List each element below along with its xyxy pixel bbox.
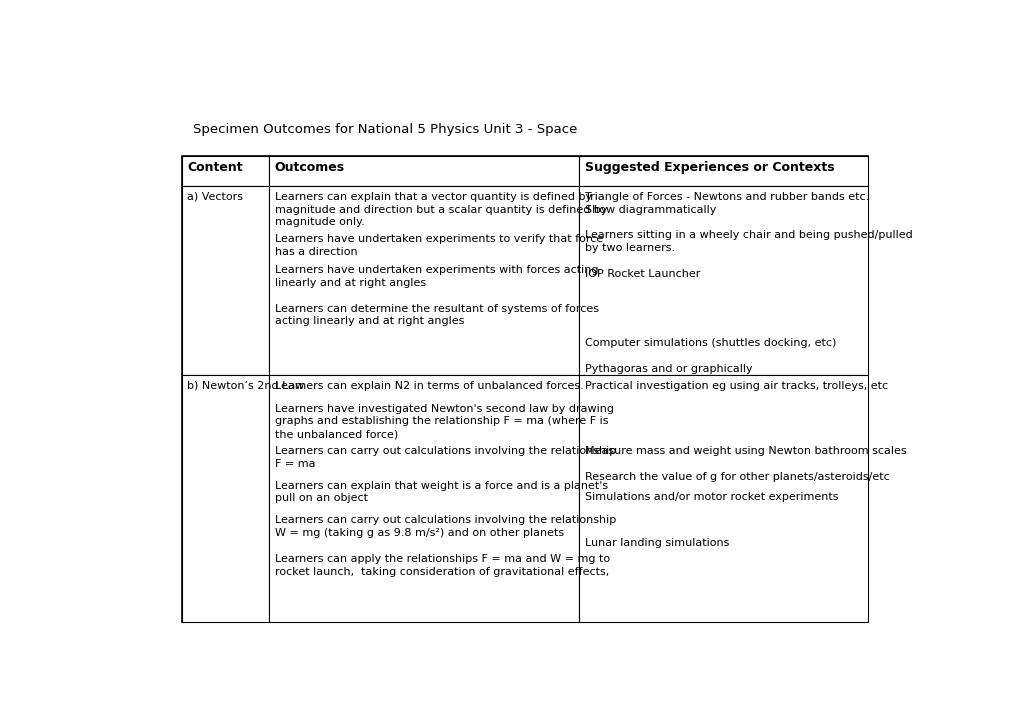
- Text: Learners can explain N2 in terms of unbalanced forces.: Learners can explain N2 in terms of unba…: [274, 381, 583, 390]
- Text: Learners can apply the relationships F = ma and W = mg to
rocket launch,  taking: Learners can apply the relationships F =…: [274, 554, 609, 577]
- Bar: [579, 375, 867, 621]
- Text: Learners can carry out calculations involving the relationship
F = ma: Learners can carry out calculations invo…: [274, 446, 615, 469]
- Bar: [579, 186, 867, 375]
- Text: Computer simulations (shuttles docking, etc)

Pythagoras and or graphically: Computer simulations (shuttles docking, …: [584, 338, 836, 374]
- Text: Learners can determine the resultant of systems of forces
acting linearly and at: Learners can determine the resultant of …: [274, 304, 598, 326]
- Text: Learners can explain that weight is a force and is a planet's
pull on an object: Learners can explain that weight is a fo…: [274, 481, 607, 503]
- Text: Learners have undertaken experiments to verify that force
has a direction: Learners have undertaken experiments to …: [274, 234, 602, 257]
- Bar: [181, 156, 269, 186]
- Text: Content: Content: [187, 161, 243, 174]
- Text: b) Newton’s 2nd Law: b) Newton’s 2nd Law: [187, 381, 305, 390]
- Text: Lunar landing simulations: Lunar landing simulations: [584, 539, 729, 549]
- Text: Suggested Experiences or Contexts: Suggested Experiences or Contexts: [584, 161, 834, 174]
- Text: Simulations and/or motor rocket experiments: Simulations and/or motor rocket experime…: [584, 492, 838, 502]
- Text: Learners have undertaken experiments with forces acting
linearly and at right an: Learners have undertaken experiments wit…: [274, 265, 598, 288]
- Bar: [269, 156, 579, 186]
- Text: Specimen Outcomes for National 5 Physics Unit 3 - Space: Specimen Outcomes for National 5 Physics…: [194, 122, 577, 135]
- Bar: [269, 375, 579, 621]
- Text: Learners have investigated Newton's second law by drawing
graphs and establishin: Learners have investigated Newton's seco…: [274, 404, 613, 439]
- Text: a) Vectors: a) Vectors: [187, 192, 243, 202]
- Bar: [181, 186, 269, 375]
- Text: Outcomes: Outcomes: [274, 161, 344, 174]
- Bar: [181, 156, 867, 621]
- Text: Learners can explain that a vector quantity is defined by
magnitude and directio: Learners can explain that a vector quant…: [274, 192, 606, 228]
- Text: Practical investigation eg using air tracks, trolleys, etc: Practical investigation eg using air tra…: [584, 381, 887, 390]
- Bar: [181, 375, 269, 621]
- Bar: [269, 186, 579, 375]
- Text: Triangle of Forces - Newtons and rubber bands etc.
Show diagrammatically

Learne: Triangle of Forces - Newtons and rubber …: [584, 192, 912, 279]
- Text: Learners can carry out calculations involving the relationship
W = mg (taking g : Learners can carry out calculations invo…: [274, 516, 615, 538]
- Bar: [579, 156, 867, 186]
- Text: Measure mass and weight using Newton bathroom scales

Research the value of g fo: Measure mass and weight using Newton bat…: [584, 446, 906, 482]
